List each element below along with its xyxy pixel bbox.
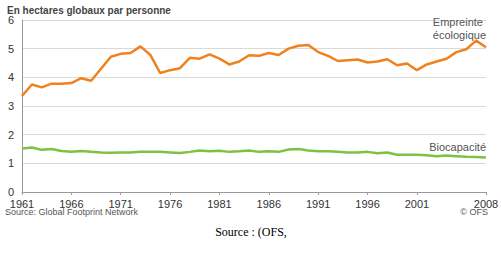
svg-text:1: 1 xyxy=(8,157,14,169)
svg-text:5: 5 xyxy=(8,43,14,55)
svg-text:Source : (OFS,: Source : (OFS, xyxy=(215,225,287,239)
svg-text:0: 0 xyxy=(8,186,14,198)
svg-text:Empreinte: Empreinte xyxy=(433,16,486,28)
svg-text:1996: 1996 xyxy=(355,198,379,210)
svg-text:3: 3 xyxy=(8,100,14,112)
svg-text:1961: 1961 xyxy=(10,198,34,210)
svg-text:En hectares globaux par person: En hectares globaux par personne xyxy=(7,5,171,16)
svg-text:2008: 2008 xyxy=(474,198,498,210)
svg-text:1976: 1976 xyxy=(158,198,182,210)
svg-text:6: 6 xyxy=(8,14,14,26)
svg-text:1971: 1971 xyxy=(108,198,132,210)
svg-text:1991: 1991 xyxy=(306,198,330,210)
svg-text:Source: Global Footprint Netwo: Source: Global Footprint Network xyxy=(5,206,139,217)
svg-text:© OFS: © OFS xyxy=(460,206,488,217)
svg-text:4: 4 xyxy=(8,71,14,83)
svg-text:1986: 1986 xyxy=(257,198,281,210)
svg-text:Biocapacité: Biocapacité xyxy=(429,141,486,153)
svg-text:2: 2 xyxy=(8,129,14,141)
svg-text:1966: 1966 xyxy=(59,198,83,210)
svg-text:écologique: écologique xyxy=(433,29,486,41)
svg-text:1981: 1981 xyxy=(207,198,231,210)
svg-text:2001: 2001 xyxy=(405,198,429,210)
